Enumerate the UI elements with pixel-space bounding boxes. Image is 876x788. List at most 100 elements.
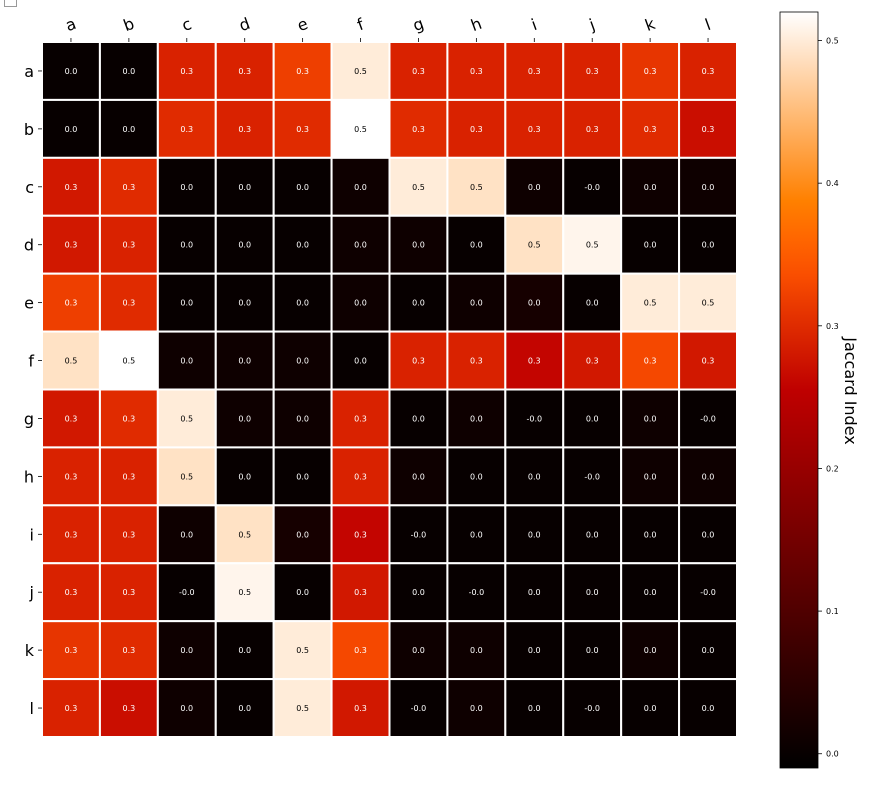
cell-annotation-c-c: 0.0 bbox=[180, 183, 193, 192]
heatmap-cell-d-e bbox=[272, 214, 333, 275]
cell-annotation-g-k: 0.0 bbox=[644, 414, 657, 423]
cell-annotation-f-d: 0.0 bbox=[238, 357, 251, 366]
heatmap-cell-c-a bbox=[41, 156, 101, 217]
cell-annotation-j-g: 0.0 bbox=[412, 588, 425, 597]
heatmap-cell-b-l bbox=[678, 98, 738, 159]
heatmap-cell-b-d bbox=[214, 98, 275, 159]
cell-annotation-l-j: -0.0 bbox=[584, 704, 600, 713]
heatmap-cell-h-e bbox=[272, 446, 333, 507]
column-label-a: a bbox=[63, 14, 79, 35]
heatmap-cell-h-i bbox=[504, 446, 565, 507]
colorbar: 0.0 0.1 0.2 0.3 0.4 0.5 Jaccard Index bbox=[779, 11, 860, 769]
cell-annotation-a-a: 0.0 bbox=[65, 67, 78, 76]
heatmap-cell-a-l bbox=[678, 41, 738, 101]
cell-annotation-c-j: -0.0 bbox=[584, 183, 600, 192]
column-labels: a b c d e f g h i j k l bbox=[63, 14, 713, 42]
heatmap-cell-i-c bbox=[156, 504, 217, 565]
colorbar-tick-label-5: 0.5 bbox=[826, 37, 839, 46]
cell-annotation-h-a: 0.3 bbox=[65, 472, 78, 481]
cell-annotation-d-d: 0.0 bbox=[238, 241, 251, 250]
cell-annotation-b-e: 0.3 bbox=[296, 125, 309, 134]
colorbar-label: Jaccard Index bbox=[841, 336, 860, 445]
cell-annotation-h-e: 0.0 bbox=[296, 472, 309, 481]
heatmap-cell-c-j bbox=[562, 156, 623, 217]
cell-annotation-h-g: 0.0 bbox=[412, 472, 425, 481]
row-label-g: g bbox=[24, 409, 34, 428]
cell-annotation-a-h: 0.3 bbox=[470, 67, 483, 76]
heatmap-cell-h-g bbox=[388, 446, 449, 507]
heatmap-cell-l-l bbox=[678, 678, 738, 738]
cell-annotation-d-g: 0.0 bbox=[412, 241, 425, 250]
heatmap-cell-l-k bbox=[620, 678, 681, 738]
cell-annotation-e-b: 0.3 bbox=[123, 299, 136, 308]
heatmap-cell-a-d bbox=[214, 41, 275, 101]
cell-annotation-i-k: 0.0 bbox=[644, 530, 657, 539]
cell-annotation-a-j: 0.3 bbox=[586, 67, 599, 76]
cell-annotation-a-e: 0.3 bbox=[296, 67, 309, 76]
cell-annotation-b-g: 0.3 bbox=[412, 125, 425, 134]
cell-annotation-c-k: 0.0 bbox=[644, 183, 657, 192]
heatmap-cell-l-c bbox=[156, 678, 217, 738]
cell-annotation-h-c: 0.5 bbox=[180, 472, 193, 481]
cell-annotation-c-a: 0.3 bbox=[65, 183, 78, 192]
cell-annotation-k-c: 0.0 bbox=[180, 646, 193, 655]
cell-annotation-e-d: 0.0 bbox=[238, 299, 251, 308]
cell-annotation-d-b: 0.3 bbox=[123, 241, 136, 250]
cell-annotation-k-h: 0.0 bbox=[470, 646, 483, 655]
cell-annotation-f-b: 0.5 bbox=[123, 357, 136, 366]
cell-annotation-g-c: 0.5 bbox=[180, 414, 193, 423]
colorbar-ticks: 0.0 0.1 0.2 0.3 0.4 0.5 bbox=[818, 37, 839, 759]
cell-annotation-g-f: 0.3 bbox=[354, 414, 367, 423]
cell-annotation-c-e: 0.0 bbox=[296, 183, 309, 192]
cell-annotation-l-c: 0.0 bbox=[180, 704, 193, 713]
cell-annotation-e-c: 0.0 bbox=[180, 299, 193, 308]
cell-annotation-j-d: 0.5 bbox=[238, 588, 251, 597]
cell-annotation-j-a: 0.3 bbox=[65, 588, 78, 597]
cell-annotation-i-e: 0.0 bbox=[296, 530, 309, 539]
cell-annotation-i-c: 0.0 bbox=[180, 530, 193, 539]
heatmap-cell-e-h bbox=[446, 272, 507, 333]
heatmap-cell-d-l bbox=[678, 214, 738, 275]
cell-annotation-e-f: 0.0 bbox=[354, 299, 367, 308]
cell-annotation-f-i: 0.3 bbox=[528, 357, 541, 366]
cell-annotation-c-h: 0.5 bbox=[470, 183, 483, 192]
colorbar-tick-label-0: 0.0 bbox=[826, 750, 839, 759]
cell-annotation-k-d: 0.0 bbox=[238, 646, 251, 655]
cell-annotation-a-k: 0.3 bbox=[644, 67, 657, 76]
cell-annotation-f-a: 0.5 bbox=[65, 357, 78, 366]
heatmap-cell-d-g bbox=[388, 214, 449, 275]
cell-annotation-g-a: 0.3 bbox=[65, 414, 78, 423]
cell-annotation-g-e: 0.0 bbox=[296, 414, 309, 423]
cell-annotation-b-a: 0.0 bbox=[65, 125, 78, 134]
cell-annotation-l-k: 0.0 bbox=[644, 704, 657, 713]
cell-annotation-h-k: 0.0 bbox=[644, 472, 657, 481]
heatmap-cell-e-d bbox=[214, 272, 275, 333]
row-label-h: h bbox=[24, 467, 34, 486]
row-label-i: i bbox=[30, 525, 34, 544]
cell-annotation-i-b: 0.3 bbox=[123, 530, 136, 539]
cell-annotation-b-l: 0.3 bbox=[702, 125, 715, 134]
cell-annotation-b-j: 0.3 bbox=[586, 125, 599, 134]
cell-annotation-h-f: 0.3 bbox=[354, 472, 367, 481]
cell-annotation-k-a: 0.3 bbox=[65, 646, 78, 655]
heatmap-cell-d-k bbox=[620, 214, 681, 275]
cell-annotation-j-h: -0.0 bbox=[469, 588, 485, 597]
row-label-e: e bbox=[24, 294, 34, 313]
cell-annotation-j-l: -0.0 bbox=[700, 588, 716, 597]
heatmap-cell-f-k bbox=[620, 330, 681, 391]
heatmap-cell-j-g bbox=[388, 562, 449, 623]
cell-annotation-c-g: 0.5 bbox=[412, 183, 425, 192]
cell-annotation-k-j: 0.0 bbox=[586, 646, 599, 655]
heatmap-cell-j-f bbox=[330, 562, 391, 623]
cell-annotation-j-k: 0.0 bbox=[644, 588, 657, 597]
cell-annotation-g-i: -0.0 bbox=[526, 414, 542, 423]
heatmap-cell-e-i bbox=[504, 272, 565, 333]
heatmap-cell-e-k bbox=[620, 272, 681, 333]
row-label-a: a bbox=[24, 62, 34, 81]
row-labels: a b c d e f g h i j k l bbox=[24, 62, 42, 718]
heatmap-cell-c-e bbox=[272, 156, 333, 217]
heatmap-cell-j-l bbox=[678, 562, 738, 623]
heatmap-cell-l-e bbox=[272, 678, 333, 738]
heatmap-cell-e-g bbox=[388, 272, 449, 333]
